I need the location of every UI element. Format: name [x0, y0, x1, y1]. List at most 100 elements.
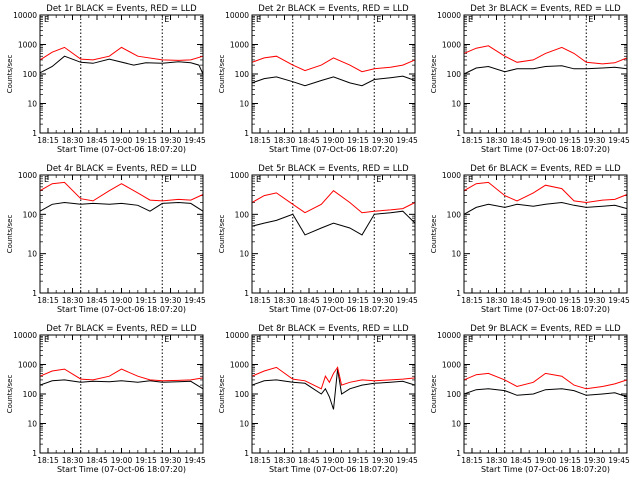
series-red-line — [463, 181, 628, 204]
chart-panel-3: Det 3r BLACK = Events, RED = LLD 1 10 100 10… — [430, 4, 630, 154]
y-tick-label: 10 — [239, 250, 249, 259]
chart-title: Det 4r BLACK = Events, RED = LLD — [46, 164, 197, 174]
series-black-line — [463, 388, 628, 398]
series-red-line — [39, 46, 204, 61]
y-tick-label: 10000 — [225, 331, 249, 340]
x-tick-label: 19:45 — [396, 456, 418, 465]
event-marker-label: E — [44, 335, 49, 344]
x-tick-label: 19:30 — [372, 296, 394, 305]
event-marker-label: E — [468, 335, 473, 344]
x-tick-label: 19:00 — [111, 296, 133, 305]
x-axis-label: Start Time (07-Oct-06 18:07:20) — [57, 145, 186, 154]
x-axis: 18:15 18:30 18:45 19:00 19:15 19:30 19:45 — [461, 335, 630, 465]
series-black-line — [463, 65, 628, 75]
y-tick-label: 1000 — [18, 41, 37, 50]
y-axis-label: Counts/sec — [6, 375, 14, 414]
y-tick-label: 1 — [244, 289, 249, 298]
x-tick-label: 18:15 — [249, 136, 271, 145]
event-marker-label: E — [588, 175, 593, 184]
x-tick-label: 18:15 — [37, 296, 59, 305]
x-tick-label: 18:45 — [510, 296, 532, 305]
series-black-line — [463, 201, 628, 215]
x-axis: 18:15 18:30 18:45 19:00 19:15 19:30 19:45 — [461, 15, 630, 145]
y-tick-label: 10 — [451, 100, 461, 109]
plot-frame — [463, 14, 628, 134]
x-tick-label: 18:45 — [86, 456, 108, 465]
y-tick-label: 1000 — [18, 171, 37, 180]
y-axis-label: Counts/sec — [218, 55, 226, 94]
plot-frame — [463, 334, 628, 454]
x-axis-label: Start Time (07-Oct-06 18:07:20) — [269, 145, 398, 154]
x-tick-label: 19:00 — [535, 456, 557, 465]
x-axis-label: Start Time (07-Oct-06 18:07:20) — [269, 305, 398, 314]
y-tick-label: 100 — [23, 70, 38, 79]
x-tick-label: 19:30 — [372, 136, 394, 145]
event-marker-label: E — [44, 175, 49, 184]
series-red-line — [39, 181, 204, 202]
chart-panel-4: Det 4r BLACK = Events, RED = LLD 1 10 100 10… — [6, 164, 206, 314]
y-tick-label: 10 — [27, 420, 37, 429]
y-axis-label: Counts/sec — [6, 215, 14, 254]
y-tick-label: 1 — [32, 449, 37, 458]
x-axis-label: Start Time (07-Oct-06 18:07:20) — [481, 145, 610, 154]
y-axis: 1 10 100 1000 10000 — [225, 11, 415, 138]
y-tick-label: 100 — [23, 210, 38, 219]
x-tick-label: 19:30 — [584, 136, 606, 145]
series-black-line — [39, 55, 204, 75]
x-tick-label: 19:15 — [347, 296, 369, 305]
x-axis: 18:15 18:30 18:45 19:00 19:15 19:30 19:45 — [37, 335, 206, 465]
x-axis: 18:15 18:30 18:45 19:00 19:15 19:30 19:45 — [249, 15, 418, 145]
x-axis-label: Start Time (07-Oct-06 18:07:20) — [481, 305, 610, 314]
x-tick-label: 19:45 — [396, 296, 418, 305]
y-tick-label: 10 — [451, 420, 461, 429]
x-tick-label: 19:00 — [323, 136, 345, 145]
event-marker-label: E — [164, 335, 169, 344]
chart-title: Det 3r BLACK = Events, RED = LLD — [470, 4, 621, 14]
chart-title: Det 7r BLACK = Events, RED = LLD — [46, 324, 197, 334]
y-tick-label: 1000 — [230, 361, 249, 370]
x-tick-label: 18:30 — [62, 136, 84, 145]
x-tick-label: 19:30 — [584, 296, 606, 305]
plot-frame — [39, 14, 204, 134]
x-tick-label: 19:45 — [184, 136, 206, 145]
x-tick-label: 18:15 — [461, 296, 483, 305]
y-tick-label: 1 — [456, 289, 461, 298]
x-tick-label: 18:45 — [298, 296, 320, 305]
event-marker-label: E — [44, 15, 49, 24]
y-tick-label: 100 — [23, 390, 38, 399]
x-tick-label: 18:45 — [86, 296, 108, 305]
event-marker-label: E — [468, 15, 473, 24]
x-tick-label: 19:00 — [535, 296, 557, 305]
plot-frame — [251, 14, 416, 134]
chart-title: Det 1r BLACK = Events, RED = LLD — [46, 4, 197, 14]
y-axis: 1 10 100 1000 — [230, 171, 415, 298]
x-axis-label: Start Time (07-Oct-06 18:07:20) — [57, 465, 186, 474]
x-tick-label: 18:45 — [86, 136, 108, 145]
event-marker-label: E — [468, 175, 473, 184]
y-axis-label: Counts/sec — [430, 215, 438, 254]
x-tick-label: 19:00 — [323, 456, 345, 465]
y-axis-label: Counts/sec — [430, 55, 438, 94]
x-tick-label: 19:30 — [584, 456, 606, 465]
plot-frame — [39, 174, 204, 294]
y-tick-label: 1 — [244, 129, 249, 138]
x-tick-label: 19:30 — [160, 296, 182, 305]
chart-panel-9: Det 9r BLACK = Events, RED = LLD 1 10 100 10… — [430, 324, 630, 474]
y-tick-label: 100 — [235, 210, 250, 219]
y-tick-label: 10 — [239, 100, 249, 109]
x-tick-label: 19:15 — [347, 136, 369, 145]
y-tick-label: 1 — [456, 449, 461, 458]
x-tick-label: 18:15 — [461, 136, 483, 145]
y-tick-label: 1 — [32, 129, 37, 138]
x-axis-label: Start Time (07-Oct-06 18:07:20) — [269, 465, 398, 474]
y-tick-label: 1000 — [230, 171, 249, 180]
x-tick-label: 19:45 — [396, 136, 418, 145]
y-tick-label: 1000 — [442, 361, 461, 370]
x-axis: 18:15 18:30 18:45 19:00 19:15 19:30 19:45 — [249, 175, 418, 305]
series-red-line — [251, 190, 416, 214]
y-tick-label: 10 — [27, 250, 37, 259]
x-tick-label: 18:15 — [37, 456, 59, 465]
y-tick-label: 1000 — [230, 41, 249, 50]
y-tick-label: 100 — [447, 210, 462, 219]
